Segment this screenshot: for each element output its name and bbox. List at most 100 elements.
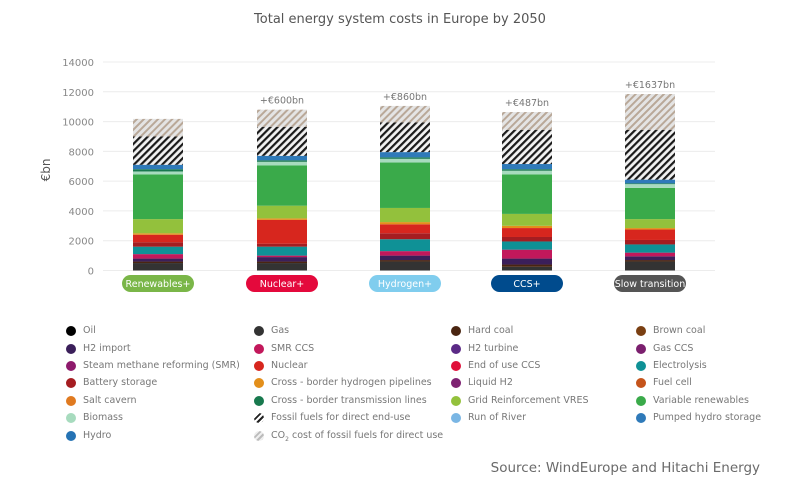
bar-annotation: +€487bn [505,98,549,109]
bar-segment-8 [133,219,183,234]
bar-segment-4 [133,246,183,255]
bar-segment-10 [133,171,183,175]
source-note: Source: WindEurope and Hitachi Energy [490,460,760,476]
bar-segment-10 [380,158,430,163]
x-tick-label: Hydrogen+ [378,279,432,290]
bar-segment-6 [625,229,675,240]
bar-annotation: +€600bn [260,96,304,107]
bar-segment-13 [502,129,552,165]
category-pill [122,275,194,292]
y-tick-label: 14000 [62,58,94,69]
bar-segment-3 [502,249,552,259]
bar-segment-12 [257,155,307,161]
bar-segment-1 [625,260,675,262]
y-tick-label: 8000 [69,147,94,158]
bar-segment-10 [257,161,307,166]
category-pill [491,275,563,292]
bar-segment-8 [257,205,307,219]
bar-segment-1 [257,261,307,264]
y-tick-label: 0 [88,267,94,278]
bar-segment-0 [625,261,675,271]
bar-segment-9 [257,165,307,206]
bar-segment-9 [133,174,183,220]
bar-segment-1 [380,260,430,262]
bar-segment-4 [625,244,675,253]
bar-segment-5 [257,243,307,247]
bar-segment-8 [380,207,430,223]
bar-segment-12 [380,152,430,158]
bar-segment-2 [133,258,183,262]
bar-segment-2 [257,257,307,262]
bar-segment-5 [502,236,552,242]
bar-segment-5 [133,242,183,247]
bar-segment-3 [380,251,430,256]
y-tick-label: 2000 [69,237,94,248]
bar-segment-12 [502,164,552,170]
bar-segment-14 [625,94,675,130]
bar-segment-3 [133,254,183,259]
bar-segment-14 [502,112,552,130]
bar-annotation: +€1637bn [625,80,675,91]
bar-segment-3 [625,252,675,257]
category-pill [246,275,318,292]
x-tick-label: Slow transition [615,279,686,290]
y-tick-label: 10000 [62,118,94,129]
bar-segment-0 [502,266,552,271]
bar-segment-7 [380,222,430,225]
bar-segment-6 [380,224,430,234]
bar-segment-9 [502,174,552,214]
bar-segment-11 [133,169,183,172]
category-pill [369,275,441,292]
bar-segment-12 [625,179,675,184]
bar-segment-13 [380,122,430,153]
bar-segment-10 [625,184,675,188]
x-tick-label: CCS+ [513,279,540,290]
y-tick-label: 6000 [69,177,94,188]
x-tick-label: Renewables+ [126,279,191,290]
bar-segment-14 [257,109,307,127]
bar-segment-2 [502,258,552,265]
bar-segment-1 [133,261,183,264]
bar-segment-6 [257,219,307,244]
bar-segment-13 [257,126,307,156]
bar-annotation: +€860bn [383,92,427,103]
bar-segment-4 [257,246,307,256]
bar-segment-13 [625,129,675,180]
bar-segment-5 [380,233,430,240]
y-tick-label: 12000 [62,88,94,99]
bar-segment-0 [380,261,430,271]
bar-segment-7 [625,228,675,230]
bar-segment-13 [133,136,183,165]
bar-segment-11 [502,169,552,171]
bar-segment-9 [380,162,430,208]
bar-segment-7 [257,218,307,220]
bar-segment-6 [502,228,552,237]
bar-segment-9 [625,187,675,220]
bar-segment-7 [133,233,183,235]
bar-segment-8 [625,219,675,229]
bar-segment-12 [133,164,183,170]
bar-segment-2 [380,255,430,261]
bar-segment-4 [380,239,430,252]
y-tick-label: 4000 [69,207,94,218]
bar-segment-2 [625,256,675,261]
bar-segment-11 [380,157,430,159]
bar-segment-8 [502,213,552,226]
category-pill [614,275,686,292]
bar-segment-14 [133,118,183,137]
bar-segment-0 [133,263,183,271]
bar-segment-10 [502,170,552,175]
bar-segment-5 [625,239,675,245]
bar-segment-4 [502,241,552,250]
y-axis-label: €bn [39,159,53,182]
bar-segment-11 [625,183,675,185]
bar-segment-0 [257,263,307,271]
bar-segment-6 [133,234,183,243]
bar-segment-14 [380,105,430,123]
x-tick-label: Nuclear+ [260,279,305,290]
bar-segment-7 [502,225,552,229]
bar-segment-1 [502,264,552,267]
bar-segment-3 [257,255,307,258]
chart-title: Total energy system costs in Europe by 2… [254,12,546,27]
